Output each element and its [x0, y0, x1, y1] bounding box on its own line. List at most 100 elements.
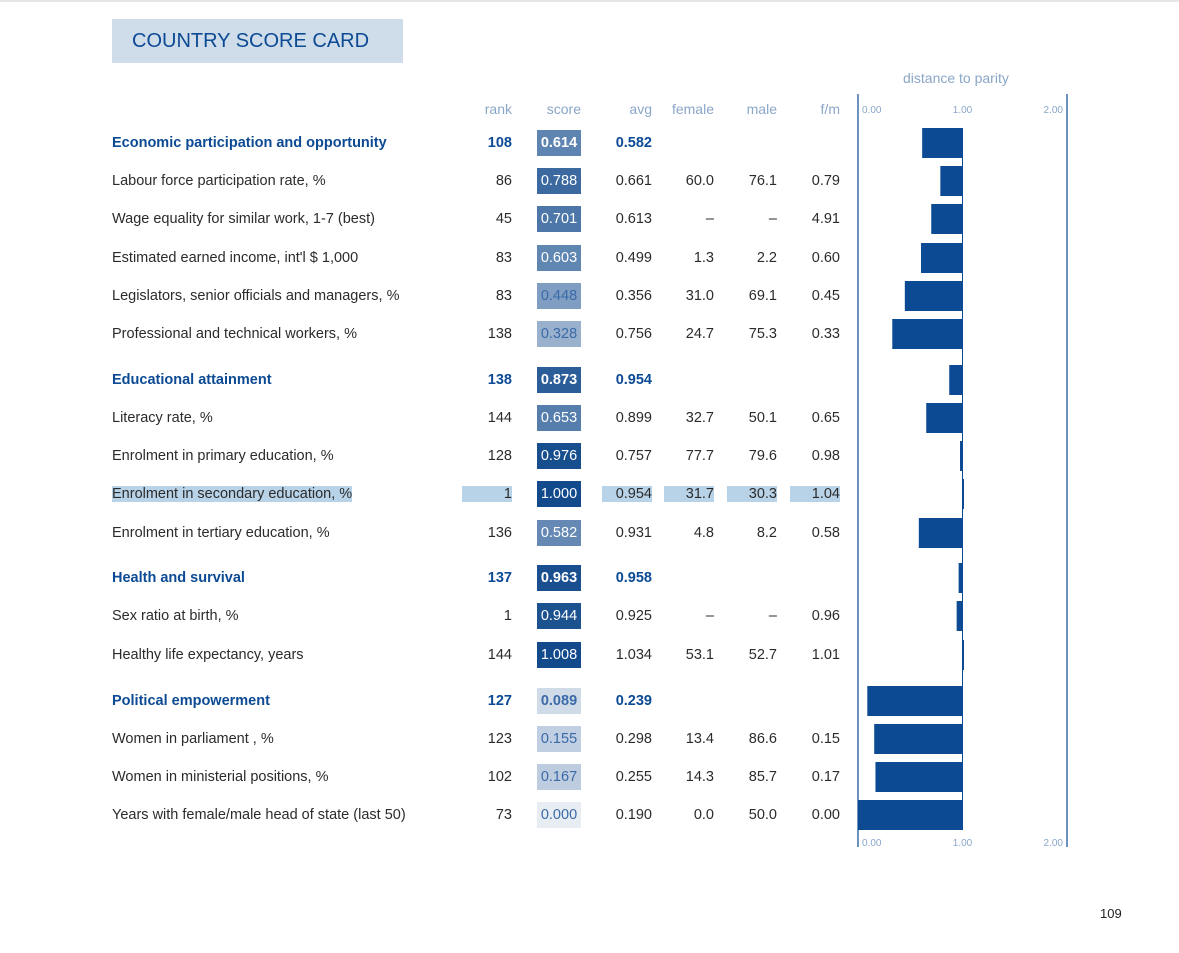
parity-bar	[958, 563, 963, 593]
avg-cell: 0.661	[615, 173, 652, 189]
female-cell: 1.3	[693, 250, 714, 266]
parity-bar	[875, 762, 963, 792]
axis-tick-label-bottom: 0.00	[862, 838, 882, 849]
indicator-label: Professional and technical workers, %	[112, 326, 358, 342]
fm-ratio-cell: 1.01	[811, 647, 840, 663]
avg-cell: 0.958	[615, 570, 652, 586]
indicator-label: Literacy rate, %	[112, 410, 213, 426]
rank-cell: 73	[495, 807, 512, 823]
score-cell: 0.155	[537, 726, 581, 752]
parity-bar	[940, 166, 963, 196]
rank-cell: 144	[487, 647, 512, 663]
score-cell: 0.448	[537, 283, 581, 309]
avg-cell: 0.613	[615, 211, 652, 227]
indicator-label: Women in parliament , %	[112, 731, 274, 747]
score-cell: 0.167	[537, 764, 581, 790]
female-cell: 53.1	[685, 647, 714, 663]
male-cell: 85.7	[748, 769, 777, 785]
fm-ratio-cell: 1.04	[790, 486, 840, 502]
score-cell: 1.000	[537, 481, 581, 507]
section-label: Economic participation and opportunity	[112, 135, 387, 151]
parity-bar	[858, 800, 963, 830]
rank-cell: 138	[487, 326, 512, 342]
male-cell: 50.1	[748, 410, 777, 426]
indicator-label: Enrolment in tertiary education, %	[112, 525, 330, 541]
parity-bar	[922, 128, 963, 158]
score-cell: 0.944	[537, 603, 581, 629]
axis-tick-label-top: 0.00	[862, 105, 882, 116]
indicator-label: Enrolment in primary education, %	[112, 448, 334, 464]
female-cell: 0.0	[693, 807, 714, 823]
avg-cell: 0.925	[615, 608, 652, 624]
female-cell: 24.7	[685, 326, 714, 342]
avg-cell: 1.034	[615, 647, 652, 663]
fm-ratio-cell: 0.96	[811, 608, 840, 624]
rank-cell: 128	[487, 448, 512, 464]
score-cell: 0.653	[537, 405, 581, 431]
parity-bar	[921, 243, 963, 273]
female-cell: 60.0	[685, 173, 714, 189]
female-cell: 13.4	[685, 731, 714, 747]
score-cell: 0.614	[537, 130, 581, 156]
rank-cell: 83	[495, 250, 512, 266]
indicator-label: Sex ratio at birth, %	[112, 608, 239, 624]
score-cell: 0.603	[537, 245, 581, 271]
male-cell: 50.0	[748, 807, 777, 823]
parity-bar	[892, 319, 963, 349]
parity-bar	[867, 686, 963, 716]
page-title: COUNTRY SCORE CARD	[132, 30, 370, 52]
rank-cell: 138	[487, 372, 512, 388]
fm-ratio-cell: 4.91	[811, 211, 840, 227]
table-row: Healthy life expectancy, years 144 1.034 53…	[0, 640, 860, 670]
col-header-female: female	[671, 101, 714, 117]
female-cell: 31.7	[664, 486, 714, 502]
male-cell: 8.2	[756, 525, 777, 541]
section-row: Health and survival 137 0.958 0.963	[0, 563, 860, 593]
col-header-fm: f/m	[820, 101, 840, 117]
female-cell: 4.8	[693, 525, 714, 541]
score-cell: 0.089	[537, 688, 581, 714]
section-label: Health and survival	[112, 570, 245, 586]
avg-cell: 0.954	[615, 372, 652, 388]
rank-cell: 83	[495, 288, 512, 304]
fm-ratio-cell: 0.15	[811, 731, 840, 747]
parity-bar	[956, 601, 963, 631]
fm-ratio-cell: 0.60	[811, 250, 840, 266]
table-row: Professional and technical workers, % 138…	[0, 319, 860, 349]
male-cell: 75.3	[748, 326, 777, 342]
rank-cell: 102	[487, 769, 512, 785]
avg-cell: 0.239	[615, 693, 652, 709]
fm-ratio-cell: 0.33	[811, 326, 840, 342]
avg-cell: 0.899	[615, 410, 652, 426]
score-cell: 0.328	[537, 321, 581, 347]
section-row: Educational attainment 138 0.954 0.873	[0, 365, 860, 395]
section-row: Political empowerment 127 0.239 0.089	[0, 686, 860, 716]
axis-tick-label-top: 1.00	[953, 105, 973, 116]
title-box: COUNTRY SCORE CARD	[112, 19, 403, 63]
score-cell: 0.976	[537, 443, 581, 469]
parity-bar	[949, 365, 963, 395]
indicator-label: Women in ministerial positions, %	[112, 769, 329, 785]
col-header-male: male	[746, 101, 777, 117]
col-header-avg: avg	[629, 101, 652, 117]
table-row: Sex ratio at birth, % 1 0.925 – – 0.96 0.944	[0, 601, 860, 631]
avg-cell: 0.931	[615, 525, 652, 541]
table-row: Legislators, senior officials and manage…	[0, 281, 860, 311]
score-cell: 0.788	[537, 168, 581, 194]
rank-cell: 144	[487, 410, 512, 426]
avg-cell: 0.356	[615, 288, 652, 304]
table-row: Labour force participation rate, % 86 0.66…	[0, 166, 860, 196]
table-row: Estimated earned income, int'l $ 1,000 83…	[0, 243, 860, 273]
indicator-label: Years with female/male head of state (la…	[112, 807, 406, 823]
rank-cell: 1	[503, 608, 512, 624]
avg-cell: 0.954	[602, 486, 652, 502]
indicator-label: Labour force participation rate, %	[112, 173, 326, 189]
male-cell: –	[768, 211, 777, 227]
score-cell: 0.000	[537, 802, 581, 828]
score-cell: 1.008	[537, 642, 581, 668]
rank-cell: 136	[487, 525, 512, 541]
fm-ratio-cell: 0.58	[811, 525, 840, 541]
rank-cell: 86	[495, 173, 512, 189]
section-label: Educational attainment	[112, 372, 272, 388]
